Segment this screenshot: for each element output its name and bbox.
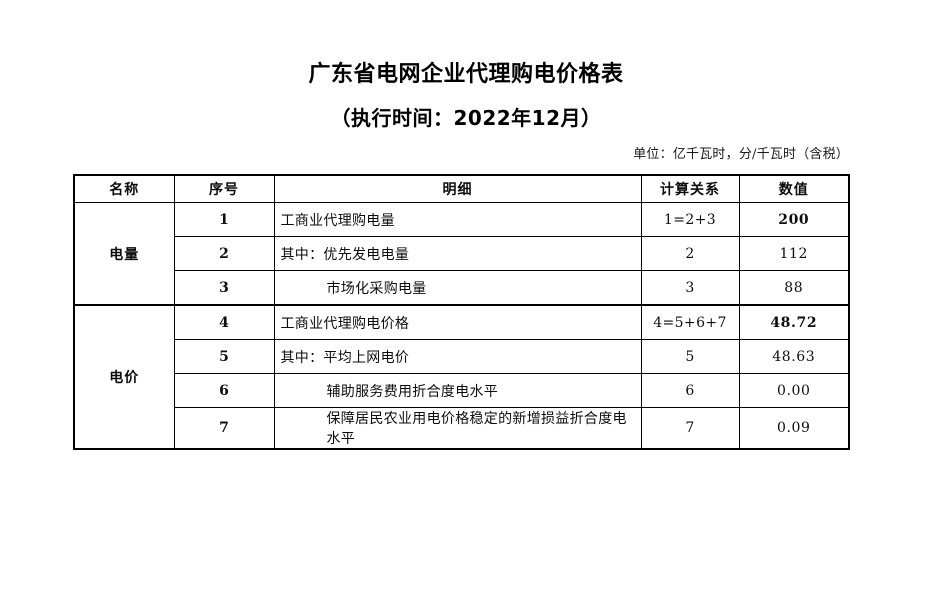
column-header-name: 名称 (73, 174, 175, 203)
row-seq: 4 (173, 304, 275, 340)
column-header-calc: 计算关系 (640, 174, 740, 203)
row-value: 200 (738, 202, 850, 237)
table-body: 电量 1 工商业代理购电量 1=2+3 200 2 其中：优先发电电量 2 11… (73, 202, 850, 450)
row-detail: 工商业代理购电量 (273, 202, 642, 237)
price-table-container: 名称 序号 明细 计算关系 数值 电量 1 工商业代理购电量 1=2+3 200 (73, 174, 850, 450)
unit-note: 单位：亿千瓦时，分/千瓦时（含税） (633, 147, 849, 162)
row-calc: 3 (640, 270, 740, 306)
row-detail: 保障居民农业用电价格稳定的新增损益折合度电水平 (273, 407, 642, 450)
page-title: 广东省电网企业代理购电价格表 (308, 62, 624, 87)
row-calc: 1=2+3 (640, 202, 740, 237)
title-block: 广东省电网企业代理购电价格表 （执行时间：2022年12月） (0, 60, 932, 132)
group-label-cell: 电价 (73, 304, 175, 450)
row-detail: 市场化采购电量 (273, 270, 642, 306)
table-row: 7 保障居民农业用电价格稳定的新增损益折合度电水平 7 0.09 (74, 407, 850, 450)
price-table: 名称 序号 明细 计算关系 数值 电量 1 工商业代理购电量 1=2+3 200 (73, 174, 850, 450)
row-seq: 6 (173, 373, 275, 408)
column-header-value: 数值 (738, 174, 850, 203)
row-value: 0.09 (738, 407, 850, 450)
row-value: 112 (738, 236, 850, 271)
group-label-cell: 电量 (73, 202, 175, 306)
row-calc: 4=5+6+7 (640, 304, 740, 340)
table-header: 名称 序号 明细 计算关系 数值 (73, 174, 850, 203)
row-seq: 1 (173, 202, 275, 237)
column-header-detail: 明细 (273, 174, 642, 203)
row-detail: 工商业代理购电价格 (273, 304, 642, 340)
table-row: 电量 1 工商业代理购电量 1=2+3 200 (73, 202, 850, 306)
row-seq: 3 (173, 270, 275, 306)
table-row: 6 辅助服务费用折合度电水平 6 0.00 (74, 373, 850, 408)
row-seq: 2 (173, 236, 275, 271)
row-value: 48.63 (738, 339, 850, 374)
row-seq: 5 (173, 339, 275, 374)
table-row: 2 其中：优先发电电量 2 112 (74, 236, 850, 271)
page-subtitle: （执行时间：2022年12月） (330, 106, 602, 130)
row-value: 88 (738, 270, 850, 306)
row-calc: 6 (640, 373, 740, 408)
table-row: 电价 4 工商业代理购电价格 4=5+6+7 48.72 (73, 304, 850, 450)
row-value: 0.00 (738, 373, 850, 408)
row-value: 48.72 (738, 304, 850, 340)
row-seq: 7 (173, 407, 275, 450)
row-detail: 其中：优先发电电量 (273, 236, 642, 271)
row-detail: 辅助服务费用折合度电水平 (273, 373, 642, 408)
table-row: 3 市场化采购电量 3 88 (74, 270, 850, 306)
row-detail: 其中：平均上网电价 (273, 339, 642, 374)
row-calc: 2 (640, 236, 740, 271)
table-header-row: 名称 序号 明细 计算关系 数值 (73, 174, 850, 203)
row-calc: 7 (640, 407, 740, 450)
row-calc: 5 (640, 339, 740, 374)
table-row: 5 其中：平均上网电价 5 48.63 (74, 339, 850, 374)
column-header-seq: 序号 (173, 174, 275, 203)
